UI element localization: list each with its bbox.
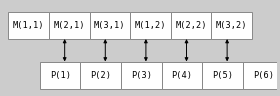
Text: M(2,2): M(2,2) bbox=[175, 21, 207, 30]
Bar bbox=[80, 62, 121, 89]
Text: P(3): P(3) bbox=[131, 71, 152, 80]
Bar bbox=[243, 62, 280, 89]
Bar bbox=[130, 12, 171, 39]
Bar bbox=[40, 62, 80, 89]
Bar bbox=[202, 62, 243, 89]
Text: M(3,2): M(3,2) bbox=[216, 21, 248, 30]
Text: M(3,1): M(3,1) bbox=[94, 21, 125, 30]
Text: M(1,2): M(1,2) bbox=[135, 21, 166, 30]
Text: M(1,1): M(1,1) bbox=[13, 21, 44, 30]
Bar bbox=[121, 62, 162, 89]
Bar bbox=[8, 12, 49, 39]
Bar bbox=[211, 12, 252, 39]
Bar bbox=[162, 62, 202, 89]
Text: P(2): P(2) bbox=[90, 71, 111, 80]
Text: P(6): P(6) bbox=[253, 71, 274, 80]
Text: P(1): P(1) bbox=[50, 71, 71, 80]
Text: P(5): P(5) bbox=[212, 71, 233, 80]
Text: M(2,1): M(2,1) bbox=[53, 21, 85, 30]
Bar bbox=[49, 12, 90, 39]
Bar bbox=[90, 12, 130, 39]
Bar bbox=[171, 12, 211, 39]
Text: P(4): P(4) bbox=[171, 71, 192, 80]
